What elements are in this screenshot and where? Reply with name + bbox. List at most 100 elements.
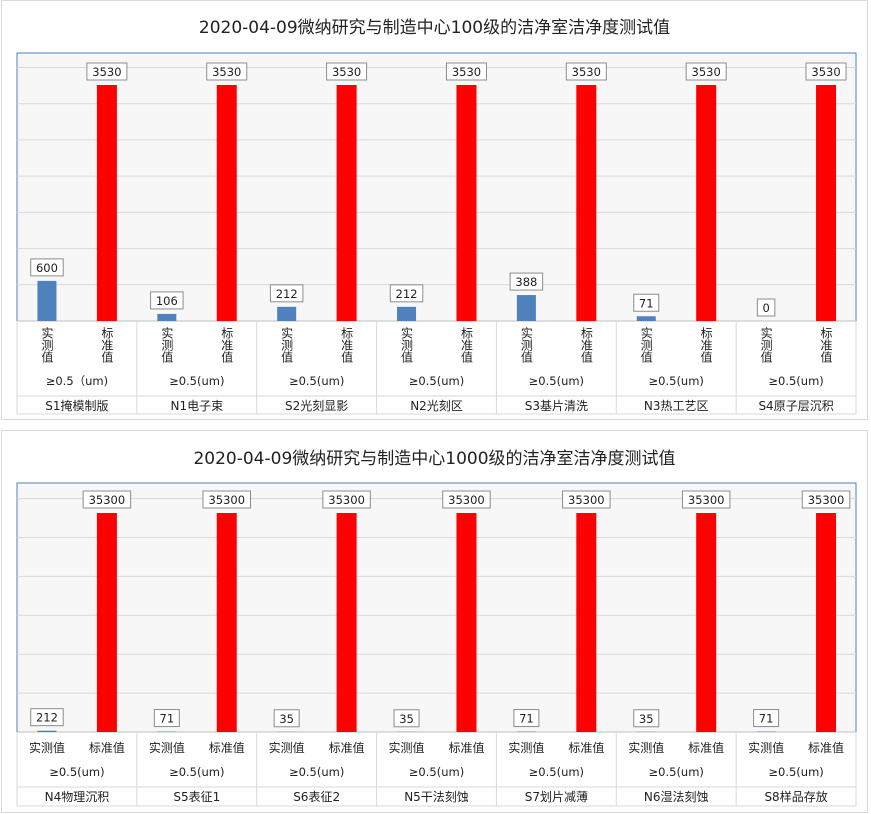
- series-label-actual: 实测值: [29, 740, 65, 755]
- bar-standard: [816, 85, 836, 321]
- data-label-actual: 71: [759, 712, 774, 726]
- particle-size-label: ≥0.5(um): [409, 374, 464, 388]
- series-label-actual: 实测值: [40, 326, 54, 364]
- particle-size-label: ≥0.5(um): [768, 765, 823, 779]
- data-label-standard: 35300: [208, 493, 245, 507]
- data-label-actual: 35: [639, 712, 654, 726]
- category-label: N5干法刻蚀: [404, 790, 469, 804]
- series-label-actual: 实测值: [628, 740, 664, 755]
- category-label: N6湿法刻蚀: [644, 789, 709, 804]
- particle-size-label: ≥0.5(um): [409, 765, 464, 779]
- series-label-standard: 标准值: [209, 740, 245, 755]
- series-label-standard: 标准值: [819, 327, 833, 364]
- series-label-standard: 标准值: [699, 327, 713, 364]
- data-label-standard: 35300: [568, 493, 605, 507]
- category-label: N4物理沉积: [45, 790, 110, 804]
- series-label-actual: 实测值: [508, 740, 544, 755]
- plot-area: [17, 53, 856, 321]
- series-label-actual: 实测值: [149, 740, 185, 755]
- category-label: S1掩模制版: [45, 399, 108, 413]
- category-label: N2光刻区: [410, 399, 463, 413]
- data-label-standard: 35300: [808, 493, 845, 507]
- data-label-standard: 3530: [692, 65, 721, 79]
- particle-size-label: ≥0.5(um): [649, 765, 704, 779]
- particle-size-label: ≥0.5(um): [768, 374, 823, 388]
- data-label-actual: 106: [156, 294, 178, 308]
- series-label-standard: 标准值: [100, 327, 114, 364]
- series-label-standard: 标准值: [329, 740, 365, 755]
- category-label: S8样品存放: [764, 789, 827, 804]
- series-label-standard: 标准值: [89, 740, 125, 755]
- data-label-actual: 35: [279, 712, 294, 726]
- particle-size-label: ≥0.5(um): [289, 765, 344, 779]
- data-label-standard: 3530: [92, 65, 121, 79]
- data-label-standard: 35300: [448, 493, 485, 507]
- data-label-standard: 35300: [328, 493, 365, 507]
- data-label-actual: 212: [36, 711, 58, 725]
- bar-standard: [576, 513, 596, 732]
- category-label: N3热工艺区: [644, 399, 709, 413]
- series-label-standard: 标准值: [448, 740, 484, 755]
- data-label-standard: 3530: [572, 65, 601, 79]
- category-label: S7划片减薄: [525, 789, 588, 804]
- series-label-actual: 实测值: [759, 326, 773, 364]
- series-label-actual: 实测值: [639, 326, 653, 364]
- series-label-actual: 实测值: [519, 326, 533, 364]
- bar-actual: [517, 295, 536, 321]
- series-label-standard: 标准值: [459, 327, 473, 364]
- data-label-actual: 388: [515, 275, 537, 289]
- bar-standard: [696, 85, 716, 321]
- bar-standard: [217, 85, 237, 321]
- series-label-standard: 标准值: [688, 740, 724, 755]
- bar-chart-100: 6003530实测值标准值≥0.5（um)S1掩模制版1063530实测值标准值…: [2, 1, 869, 421]
- bar-standard: [217, 513, 237, 732]
- data-label-actual: 35: [399, 712, 414, 726]
- bar-actual: [157, 314, 176, 321]
- particle-size-label: ≥0.5(um): [529, 374, 584, 388]
- series-label-standard: 标准值: [340, 327, 354, 364]
- bar-standard: [337, 85, 357, 321]
- data-label-standard: 3530: [212, 65, 241, 79]
- particle-size-label: ≥0.5(um): [169, 374, 224, 388]
- category-label: S3基片清洗: [525, 399, 588, 413]
- bar-standard: [696, 513, 716, 732]
- bar-chart-1000: 212 35300 实测值 标准值 ≥0.5(um) N4物理沉积 71 35300 实测值 标准…: [2, 431, 869, 814]
- bar-standard: [97, 513, 117, 732]
- data-label-actual: 0: [762, 301, 769, 315]
- particle-size-label: ≥0.5(um): [649, 374, 704, 388]
- bar-actual: [637, 316, 656, 321]
- bar-actual: [397, 307, 416, 321]
- data-label-standard: 3530: [332, 65, 361, 79]
- category-label: S2光刻显影: [285, 399, 348, 413]
- series-label-standard: 标准值: [220, 327, 234, 364]
- bar-actual: [37, 281, 56, 321]
- series-label-actual: 实测值: [280, 326, 294, 364]
- bar-standard: [816, 513, 836, 732]
- series-label-standard: 标准值: [808, 740, 844, 755]
- bar-actual: [37, 731, 56, 732]
- data-label-actual: 71: [160, 712, 175, 726]
- category-label: S6表征2: [293, 790, 340, 804]
- series-label-standard: 标准值: [579, 327, 593, 364]
- series-label-actual: 实测值: [748, 740, 784, 755]
- data-label-standard: 3530: [811, 65, 840, 79]
- particle-size-label: ≥0.5(um): [289, 374, 344, 388]
- bar-standard: [576, 85, 596, 321]
- bar-standard: [456, 85, 476, 321]
- data-label-standard: 3530: [452, 65, 481, 79]
- bar-standard: [97, 85, 117, 321]
- category-label: S4原子层沉积: [758, 399, 833, 413]
- series-label-standard: 标准值: [568, 740, 604, 755]
- data-label-standard: 35300: [89, 493, 126, 507]
- bar-standard: [337, 513, 357, 732]
- data-label-standard: 35300: [688, 493, 725, 507]
- particle-size-label: ≥0.5(um): [169, 765, 224, 779]
- series-label-actual: 实测值: [400, 326, 414, 364]
- data-label-actual: 212: [396, 287, 418, 301]
- data-label-actual: 600: [36, 261, 58, 275]
- category-label: S5表征1: [173, 790, 220, 804]
- category-label: N1电子束: [170, 399, 223, 413]
- series-label-actual: 实测值: [269, 740, 305, 755]
